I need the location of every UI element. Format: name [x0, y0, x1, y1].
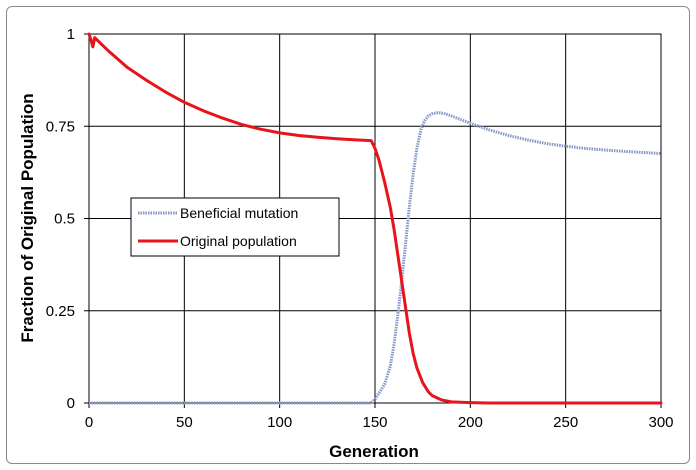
x-tick-label: 200: [458, 414, 483, 431]
y-tick-label: 0: [67, 395, 75, 412]
x-tick-label: 0: [85, 414, 93, 431]
y-tick-label: 0.5: [54, 211, 75, 228]
x-tick-label: 100: [267, 414, 292, 431]
y-tick-labels: 0 0.25 0.5 0.75 1: [46, 26, 75, 412]
grid-lines: [84, 33, 662, 408]
x-tick-labels: 0 50 100 150 200 250 300: [85, 414, 674, 431]
y-tick-label: 1: [67, 26, 75, 43]
x-tick-label: 50: [176, 414, 193, 431]
x-tick-label: 150: [362, 414, 387, 431]
x-tick-label: 300: [648, 414, 673, 431]
legend: Beneficial mutation Original population: [130, 197, 340, 257]
y-axis-title: Fraction of Original Population: [18, 93, 37, 342]
legend-label-original-population: Original population: [180, 233, 297, 249]
y-tick-label: 0.75: [46, 118, 75, 135]
legend-box: [130, 197, 340, 257]
series-lines: [87, 32, 663, 405]
y-tick-label: 0.25: [46, 303, 75, 320]
x-axis-title: Generation: [329, 442, 419, 461]
series-line-beneficial-mutation: [89, 111, 662, 405]
legend-label-beneficial-mutation: Beneficial mutation: [180, 205, 298, 221]
chart-frame: [6, 6, 690, 464]
x-tick-label: 250: [553, 414, 578, 431]
series-line-original-population: [87, 32, 663, 405]
